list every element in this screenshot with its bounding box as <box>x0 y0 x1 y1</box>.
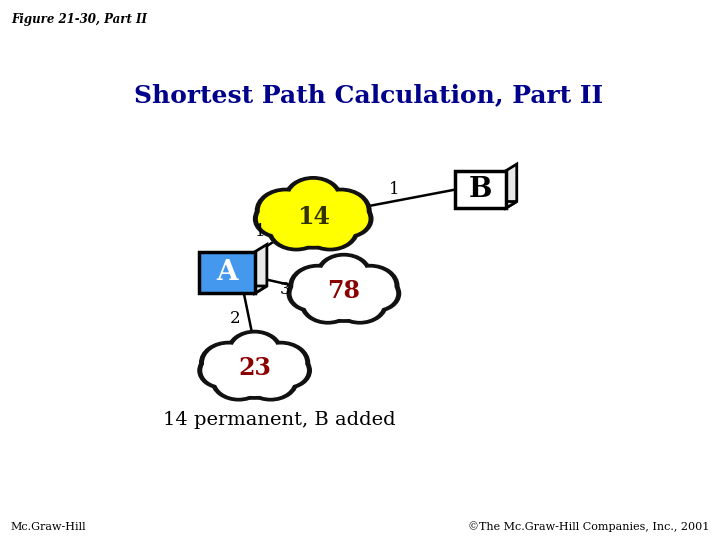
Circle shape <box>204 345 252 381</box>
Circle shape <box>302 261 385 322</box>
Polygon shape <box>199 286 267 294</box>
Circle shape <box>199 341 257 384</box>
Circle shape <box>346 268 394 303</box>
Circle shape <box>270 184 356 249</box>
Text: 1: 1 <box>255 222 266 240</box>
Circle shape <box>351 275 400 312</box>
Circle shape <box>316 253 372 295</box>
Circle shape <box>287 275 337 312</box>
Polygon shape <box>505 164 517 208</box>
Text: 3: 3 <box>280 281 291 298</box>
Circle shape <box>305 286 351 320</box>
Text: A: A <box>216 259 238 286</box>
Circle shape <box>272 211 320 247</box>
Polygon shape <box>255 245 267 294</box>
Circle shape <box>267 356 306 385</box>
Circle shape <box>307 265 380 319</box>
Circle shape <box>252 341 310 384</box>
Circle shape <box>248 363 293 397</box>
Circle shape <box>213 338 296 399</box>
Text: 78: 78 <box>328 279 361 303</box>
Circle shape <box>218 341 291 395</box>
Circle shape <box>284 177 342 220</box>
Circle shape <box>332 283 387 324</box>
Circle shape <box>337 286 382 320</box>
Circle shape <box>301 207 359 251</box>
Text: Figure 21-30, Part II: Figure 21-30, Part II <box>11 14 147 26</box>
Circle shape <box>198 352 248 389</box>
Polygon shape <box>456 201 517 208</box>
Circle shape <box>321 200 373 238</box>
Circle shape <box>257 345 305 381</box>
Circle shape <box>256 188 316 233</box>
Circle shape <box>275 188 351 245</box>
Circle shape <box>216 363 261 397</box>
Text: Shortest Path Calculation, Part II: Shortest Path Calculation, Part II <box>135 84 603 107</box>
Circle shape <box>306 211 354 247</box>
Circle shape <box>321 257 366 291</box>
Circle shape <box>267 207 325 251</box>
Circle shape <box>315 192 366 230</box>
Circle shape <box>203 356 243 385</box>
Circle shape <box>292 279 332 308</box>
Circle shape <box>300 283 356 324</box>
Text: ©The Mc.Graw-Hill Companies, Inc., 2001: ©The Mc.Graw-Hill Companies, Inc., 2001 <box>468 521 709 532</box>
Circle shape <box>341 265 399 307</box>
Text: 1: 1 <box>389 181 400 198</box>
Circle shape <box>326 203 368 234</box>
Text: 14 permanent, B added: 14 permanent, B added <box>163 411 395 429</box>
Circle shape <box>232 334 277 368</box>
Circle shape <box>261 192 311 230</box>
Text: 2: 2 <box>230 310 240 327</box>
Text: B: B <box>469 176 492 203</box>
Polygon shape <box>456 171 505 208</box>
Text: 23: 23 <box>238 356 271 380</box>
Circle shape <box>211 360 266 401</box>
Circle shape <box>227 330 282 372</box>
Circle shape <box>253 200 305 238</box>
Circle shape <box>310 188 371 233</box>
Circle shape <box>243 360 298 401</box>
Circle shape <box>294 268 341 303</box>
Circle shape <box>289 265 346 307</box>
Circle shape <box>258 203 300 234</box>
Circle shape <box>262 352 311 389</box>
Circle shape <box>289 180 337 216</box>
Text: Mc.Graw-Hill: Mc.Graw-Hill <box>11 522 86 532</box>
Circle shape <box>356 279 395 308</box>
Polygon shape <box>199 252 255 294</box>
Text: 14: 14 <box>297 205 330 228</box>
